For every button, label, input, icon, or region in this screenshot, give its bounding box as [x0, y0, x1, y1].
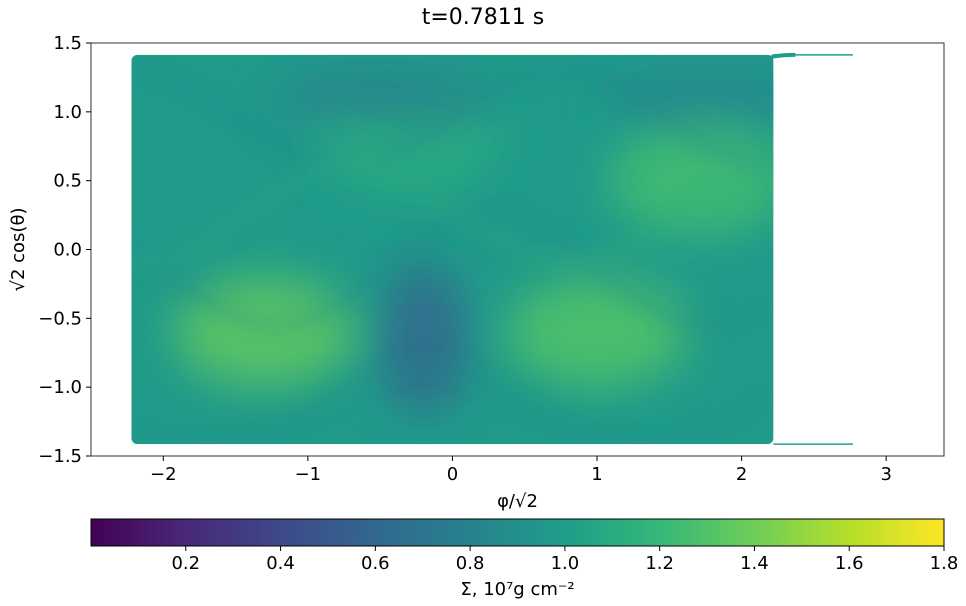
chart-title: t=0.7811 s — [422, 5, 545, 30]
colorbar-tick-label: 0.6 — [361, 553, 390, 574]
x-tick-label: 3 — [880, 464, 891, 485]
y-axis-ticks: 1.5 1.0 0.5 0.0 −0.5 −1.0 −1.5 — [38, 33, 91, 467]
y-tick-label: 1.0 — [53, 102, 82, 123]
colorbar-tick-label: 0.2 — [171, 553, 200, 574]
y-tick-label: 1.5 — [53, 33, 82, 54]
density-field — [131, 54, 774, 445]
colorbar-tick-label: 1.0 — [551, 553, 580, 574]
x-tick-label: 2 — [736, 464, 747, 485]
colorbar-tick-label: 0.8 — [456, 553, 485, 574]
colorbar-tick-label: 1.8 — [930, 553, 959, 574]
colorbar-label: Σ, 10⁷g cm⁻² — [460, 579, 574, 600]
colorbar-tick-label: 1.4 — [740, 553, 769, 574]
y-tick-label: 0.0 — [53, 240, 82, 261]
colorbar: 0.2 0.4 0.6 0.8 1.0 1.2 1.4 1.6 1.8 — [90, 518, 959, 574]
x-axis-ticks: −2 −1 0 1 2 3 — [150, 456, 892, 485]
colorbar-tick-label: 1.6 — [835, 553, 864, 574]
x-axis-label: φ/√2 — [497, 491, 538, 512]
colorbar-gradient — [90, 518, 945, 547]
y-tick-label: −1.0 — [38, 377, 82, 398]
feature-low-density-vortex — [378, 263, 469, 414]
density-filament — [131, 67, 774, 171]
y-tick-label: −0.5 — [38, 308, 82, 329]
colorbar-tick-label: 0.4 — [266, 553, 295, 574]
y-tick-label: −1.5 — [38, 446, 82, 467]
x-tick-label: 1 — [591, 464, 602, 485]
feature-high-density-band — [608, 125, 774, 236]
y-tick-label: 0.5 — [53, 171, 82, 192]
x-tick-label: 0 — [447, 464, 458, 485]
y-axis-label: √2 cos(θ) — [8, 208, 29, 292]
x-tick-label: −2 — [150, 464, 177, 485]
feature-high-density-band — [507, 277, 688, 388]
x-tick-label: −1 — [295, 464, 322, 485]
feature-low-density-streak — [270, 76, 491, 121]
edge-curl — [771, 52, 796, 59]
density-filament — [131, 211, 774, 329]
colorbar-tick-label: 1.2 — [645, 553, 674, 574]
density-filament — [131, 163, 774, 267]
plot-area — [131, 52, 853, 445]
density-filament — [131, 362, 774, 445]
